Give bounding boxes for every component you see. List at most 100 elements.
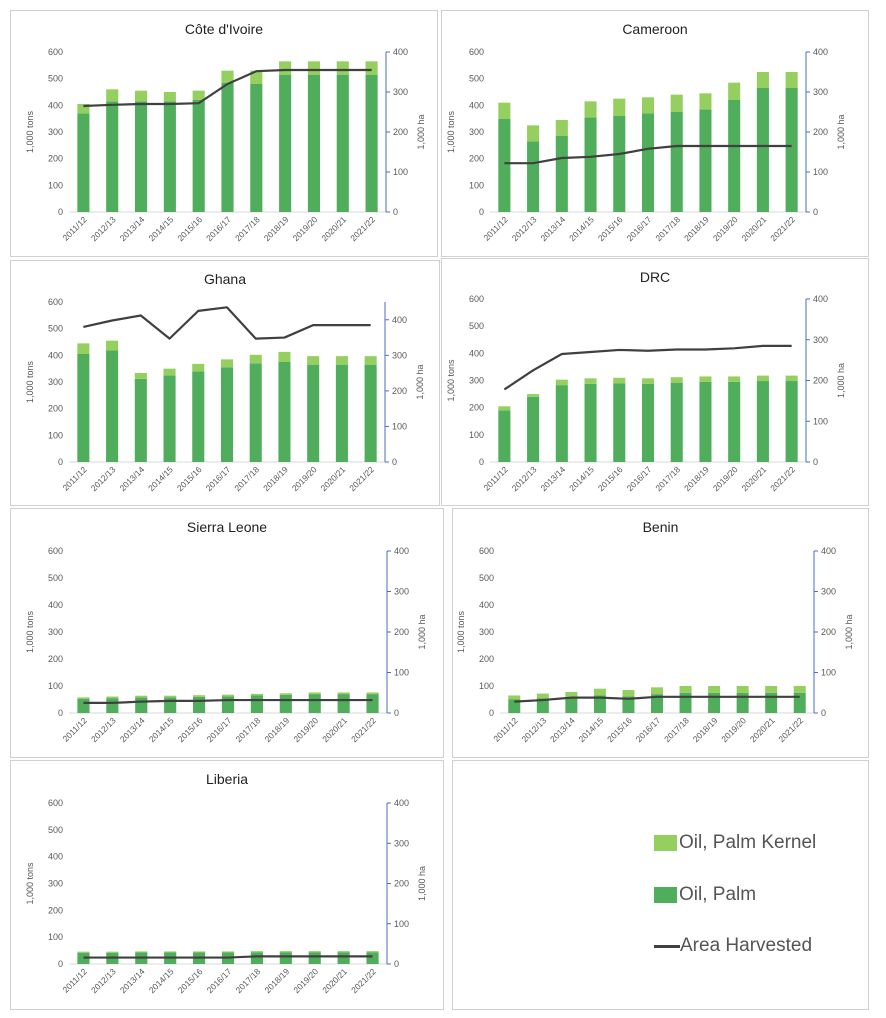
bar-oil-palm <box>193 696 206 713</box>
x-tick-label: 2018/19 <box>691 715 720 744</box>
x-tick-label: 2011/12 <box>60 464 89 493</box>
x-tick-label: 2011/12 <box>61 715 90 744</box>
y-axis-label: 1,000 tons <box>25 862 35 905</box>
y2-tick-label: 400 <box>392 315 407 325</box>
bar-oil-palm-kernel <box>250 693 263 696</box>
y-tick-label: 100 <box>469 180 484 190</box>
bar-oil-palm <box>250 84 263 212</box>
line-area-harvested <box>83 68 372 108</box>
chart-canvas: 0 100 200 300 400 500 600 0 100 200 300 400 1,000 to… <box>446 294 846 493</box>
chart-canvas: 0 100 200 300 400 500 600 0 100 200 300 400 1,000 to… <box>25 546 427 744</box>
x-tick-label: 2017/18 <box>653 214 682 243</box>
x-tick-label: 2016/17 <box>205 715 234 744</box>
bar-oil-palm <box>527 396 540 462</box>
bar-oil-palm-kernel <box>134 90 148 102</box>
bar-oil-palm-kernel <box>736 686 749 693</box>
bar-oil-palm <box>670 382 683 462</box>
y-tick-label: 400 <box>48 600 63 610</box>
bar-oil-palm <box>584 383 597 462</box>
bar-oil-palm-kernel <box>106 340 119 351</box>
x-tick-label: 2016/17 <box>204 464 233 493</box>
bar-oil-palm-kernel <box>584 378 597 384</box>
bar-oil-palm-kernel <box>555 120 568 136</box>
chart-panel-cameroon: Cameroon 0 100 200 300 400 500 600 0 100 200 300 40… <box>441 10 869 257</box>
y2-tick-label: 200 <box>392 386 407 396</box>
chart-panel-cote-divoire: Côte d'Ivoire 0 100 200 300 400 500 600 0 100 200… <box>10 10 438 257</box>
bar-oil-palm <box>699 109 712 212</box>
x-tick-label: 2012/13 <box>519 715 548 744</box>
x-tick-label: 2021/22 <box>349 966 378 995</box>
bar-oil-palm <box>307 74 321 212</box>
bar-oil-palm-kernel <box>221 694 235 697</box>
line-area-harvested <box>83 698 373 704</box>
legend-item-palm: Oil, Palm <box>654 880 756 910</box>
chart-panel-benin: Benin 0 100 200 300 400 500 600 0 100 200 300 400 1,… <box>452 508 869 758</box>
bar-oil-palm <box>641 113 655 212</box>
line-area-harvested <box>514 695 800 703</box>
bar-oil-palm <box>364 364 377 462</box>
legend-panel <box>452 760 869 1010</box>
x-tick-label: 2020/21 <box>740 214 769 243</box>
y-tick-label: 500 <box>48 324 63 334</box>
y-tick-label: 100 <box>48 180 63 190</box>
y2-tick-label: 300 <box>393 87 408 97</box>
bar-oil-palm-kernel <box>498 406 511 411</box>
y-tick-label: 300 <box>48 879 63 889</box>
y-tick-label: 200 <box>469 403 484 413</box>
line-area-harvested <box>83 955 373 959</box>
bar-oil-palm <box>728 100 741 212</box>
y2-tick-label: 0 <box>394 959 399 969</box>
legend-label-kernel: Oil, Palm Kernel <box>679 832 817 853</box>
x-tick-label: 2014/15 <box>146 464 175 493</box>
y-tick-label: 0 <box>58 959 63 969</box>
x-tick-label: 2014/15 <box>147 966 176 995</box>
x-tick-label: 2020/21 <box>319 464 348 493</box>
y-tick-label: 200 <box>48 654 63 664</box>
y-axis-label: 1,000 tons <box>456 610 466 653</box>
bar-oil-palm <box>221 696 235 713</box>
bar-oil-palm-kernel <box>134 372 147 379</box>
x-tick-label: 2020/21 <box>740 464 769 493</box>
legend-item-kernel: Oil, Palm Kernel <box>654 828 816 858</box>
bar-oil-palm-kernel <box>77 104 90 114</box>
bar-oil-palm-kernel <box>221 951 235 953</box>
y2-tick-label: 0 <box>394 708 399 718</box>
chart-panel-liberia: Liberia 0 100 200 300 400 500 600 0 100 200 300 400… <box>10 760 444 1010</box>
y-tick-label: 500 <box>469 74 484 84</box>
bar-oil-palm-kernel <box>249 354 262 364</box>
x-tick-label: 2013/14 <box>118 214 147 243</box>
x-tick-label: 2015/16 <box>175 464 204 493</box>
bar-oil-palm <box>337 694 350 713</box>
bar-oil-palm-kernel <box>498 102 511 119</box>
bar-oil-palm-kernel <box>765 686 778 693</box>
y-axis-label: 1,000 tons <box>25 110 35 153</box>
y-axis-label: 1,000 tons <box>25 610 35 653</box>
chart-title: Cameroon <box>622 21 688 37</box>
x-tick-label: 2013/14 <box>548 715 577 744</box>
y-tick-label: 0 <box>58 708 63 718</box>
y-tick-label: 600 <box>48 798 63 808</box>
bar-oil-palm-kernel <box>250 951 263 953</box>
x-tick-label: 2020/21 <box>320 715 349 744</box>
bar-oil-palm-kernel <box>699 93 712 110</box>
y-tick-label: 0 <box>479 457 484 467</box>
bar-oil-palm <box>699 381 712 462</box>
bar-oil-palm <box>785 88 798 212</box>
x-tick-label: 2016/17 <box>204 214 233 243</box>
y2-tick-label: 200 <box>821 627 836 637</box>
line-area-harvested <box>504 144 792 165</box>
bar-oil-palm <box>593 695 606 713</box>
bar-oil-palm-kernel <box>279 693 292 695</box>
line-area-harvested <box>503 344 792 391</box>
bar-oil-palm-kernel <box>793 686 806 693</box>
y2-tick-label: 400 <box>821 546 836 556</box>
bar-oil-palm-kernel <box>221 70 234 83</box>
bar-oil-palm-kernel <box>279 951 292 953</box>
bar-oil-palm <box>279 74 292 212</box>
bar-oil-palm <box>279 952 292 964</box>
y-tick-label: 200 <box>479 654 494 664</box>
bar-oil-palm-kernel <box>555 379 568 386</box>
y-tick-label: 600 <box>48 47 63 57</box>
bar-oil-palm <box>307 364 320 462</box>
bar-oil-palm <box>584 117 597 212</box>
